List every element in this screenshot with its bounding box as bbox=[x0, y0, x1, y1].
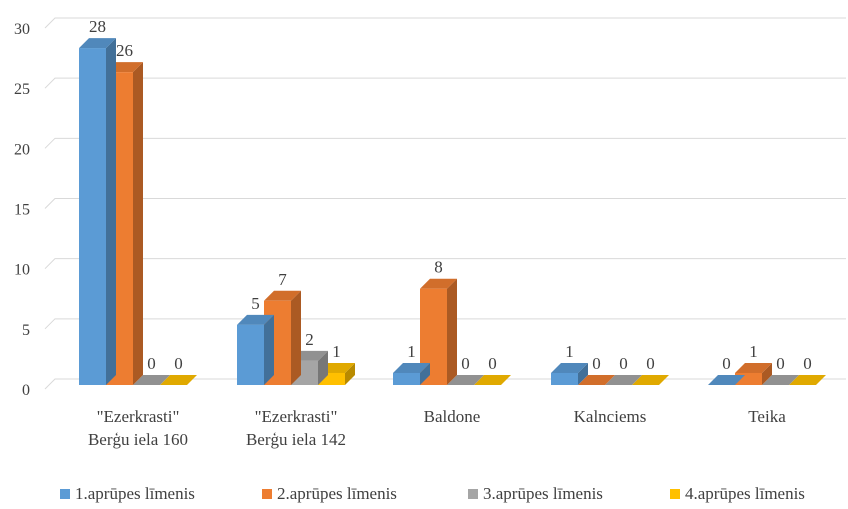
x-category-label: Teika bbox=[748, 407, 786, 426]
bar bbox=[393, 362, 430, 385]
legend-label: 1.aprūpes līmenis bbox=[75, 484, 195, 503]
data-label: 2 bbox=[305, 330, 314, 349]
gridline bbox=[44, 198, 846, 209]
gridline bbox=[44, 137, 846, 149]
gridline bbox=[44, 318, 846, 330]
data-label: 1 bbox=[749, 342, 758, 361]
legend-item: 4.aprūpes līmenis bbox=[670, 484, 805, 504]
data-label: 1 bbox=[565, 342, 574, 361]
gridline bbox=[44, 77, 846, 89]
legend-label: 2.aprūpes līmenis bbox=[277, 484, 397, 503]
data-label: 7 bbox=[278, 270, 287, 289]
data-label: 0 bbox=[461, 354, 470, 373]
data-label: 0 bbox=[619, 354, 628, 373]
bar bbox=[79, 38, 116, 386]
y-tick-label: 25 bbox=[14, 81, 30, 98]
y-tick-label: 15 bbox=[14, 202, 30, 219]
data-label: 0 bbox=[147, 354, 156, 373]
legend-swatch bbox=[468, 489, 478, 499]
data-label: 0 bbox=[174, 354, 183, 373]
bar bbox=[551, 362, 588, 385]
data-label: 0 bbox=[488, 354, 497, 373]
bar bbox=[447, 375, 484, 385]
data-label: 28 bbox=[89, 17, 106, 36]
x-category-label: "Ezerkrasti" Berģu iela 160 bbox=[88, 407, 188, 449]
y-axis-ticks: 0 5 10 15 20 25 30 bbox=[14, 21, 30, 399]
legend-item: 1.aprūpes līmenis bbox=[60, 484, 195, 504]
bar bbox=[789, 375, 826, 385]
x-category-label: "Ezerkrasti" Berģu iela 142 bbox=[246, 407, 346, 449]
bar bbox=[762, 375, 799, 385]
data-label: 0 bbox=[776, 354, 785, 373]
bar bbox=[474, 375, 511, 385]
y-tick-label: 5 bbox=[22, 322, 30, 339]
gridline bbox=[44, 258, 846, 270]
data-label: 26 bbox=[116, 41, 133, 60]
y-tick-label: 10 bbox=[14, 262, 30, 279]
legend-label: 3.aprūpes līmenis bbox=[483, 484, 603, 503]
data-label: 1 bbox=[407, 342, 416, 361]
y-tick-label: 30 bbox=[14, 21, 30, 38]
bar bbox=[133, 375, 170, 385]
y-tick-label: 20 bbox=[14, 141, 30, 158]
bar bbox=[578, 375, 615, 385]
data-label: 5 bbox=[251, 294, 260, 313]
legend-label: 4.aprūpes līmenis bbox=[685, 484, 805, 503]
legend-item: 2.aprūpes līmenis bbox=[262, 484, 397, 504]
bar bbox=[632, 375, 669, 385]
legend-swatch bbox=[60, 489, 70, 499]
x-category-label: Kalnciems bbox=[574, 407, 647, 426]
legend-item: 3.aprūpes līmenis bbox=[468, 484, 603, 504]
x-category-label: Baldone bbox=[424, 407, 481, 426]
legend: 1.aprūpes līmenis 2.aprūpes līmenis 3.aprū… bbox=[0, 484, 848, 508]
bar bbox=[160, 375, 197, 385]
data-label: 1 bbox=[332, 342, 341, 361]
data-label: 0 bbox=[803, 354, 812, 373]
bar bbox=[605, 375, 642, 385]
bars bbox=[79, 38, 826, 386]
data-label: 8 bbox=[434, 258, 443, 277]
y-tick-label: 0 bbox=[22, 382, 30, 399]
bar bbox=[708, 375, 745, 385]
legend-swatch bbox=[262, 489, 272, 499]
gridline bbox=[44, 17, 846, 29]
data-label: 0 bbox=[722, 354, 731, 373]
category-labels: "Ezerkrasti" Berģu iela 160 "Ezerkrasti" Be… bbox=[88, 407, 786, 449]
gridlines bbox=[44, 17, 846, 390]
data-label: 0 bbox=[646, 354, 655, 373]
data-label: 0 bbox=[592, 354, 601, 373]
bar bbox=[237, 314, 274, 385]
legend-swatch bbox=[670, 489, 680, 499]
